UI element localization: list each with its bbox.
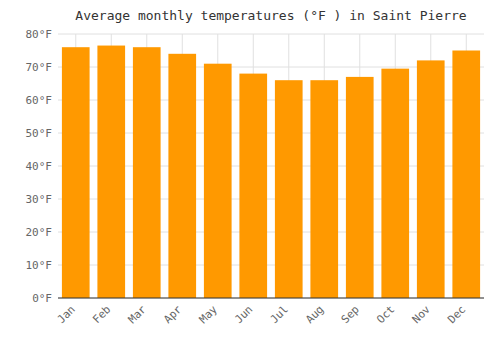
grid-line bbox=[58, 34, 484, 35]
x-tick-label: Apr bbox=[161, 303, 185, 327]
y-tick-label: 40°F bbox=[26, 160, 53, 173]
bar bbox=[168, 54, 196, 298]
x-axis-line bbox=[58, 298, 484, 299]
bar bbox=[346, 77, 374, 298]
x-tick-label: Sep bbox=[339, 303, 362, 326]
bar bbox=[417, 60, 445, 298]
title: Average monthly temperatures (°F ) in Sa… bbox=[75, 8, 467, 23]
chart-container: Average monthly temperatures (°F ) in Sa… bbox=[0, 0, 500, 350]
y-tick-label: 70°F bbox=[26, 61, 53, 74]
x-tick-label: Aug bbox=[303, 303, 326, 326]
y-tick-label: 20°F bbox=[26, 226, 53, 239]
x-tick-label: Mar bbox=[126, 303, 150, 327]
x-tick-label: Dec bbox=[445, 303, 468, 326]
chart: Average monthly temperatures (°F ) in Sa… bbox=[0, 0, 500, 350]
y-tick-label: 50°F bbox=[26, 127, 53, 140]
y-tick-label: 60°F bbox=[26, 94, 53, 107]
bar bbox=[133, 47, 161, 298]
bar bbox=[204, 64, 232, 298]
grid-line bbox=[58, 298, 484, 299]
bar bbox=[97, 46, 125, 298]
y-axis: 0°F 10°F 20°F 30°F 40°F 50°F 60°F 70°F 80°F bbox=[26, 28, 53, 305]
y-tick-label: 0°F bbox=[32, 292, 52, 305]
x-tick-label: Jan bbox=[55, 303, 78, 326]
x-tick-label: Jul bbox=[268, 303, 291, 326]
bar bbox=[310, 80, 338, 298]
y-tick-label: 80°F bbox=[26, 28, 53, 41]
x-axis: Jan Feb Mar Apr May Jun Jul Aug Sep Oct Nov Dec bbox=[55, 298, 484, 326]
bar bbox=[452, 51, 480, 299]
grid bbox=[58, 34, 484, 298]
x-tick-label: Jun bbox=[232, 303, 255, 326]
bar bbox=[239, 74, 267, 298]
bar bbox=[62, 47, 90, 298]
bars bbox=[62, 46, 480, 298]
bar bbox=[275, 80, 303, 298]
x-tick-label: Feb bbox=[90, 303, 113, 326]
x-tick-label: May bbox=[197, 303, 221, 327]
bar bbox=[381, 69, 409, 298]
y-tick-label: 10°F bbox=[26, 259, 53, 272]
x-tick-label: Oct bbox=[374, 303, 397, 326]
x-tick-label: Nov bbox=[410, 303, 434, 327]
y-tick-label: 30°F bbox=[26, 193, 53, 206]
